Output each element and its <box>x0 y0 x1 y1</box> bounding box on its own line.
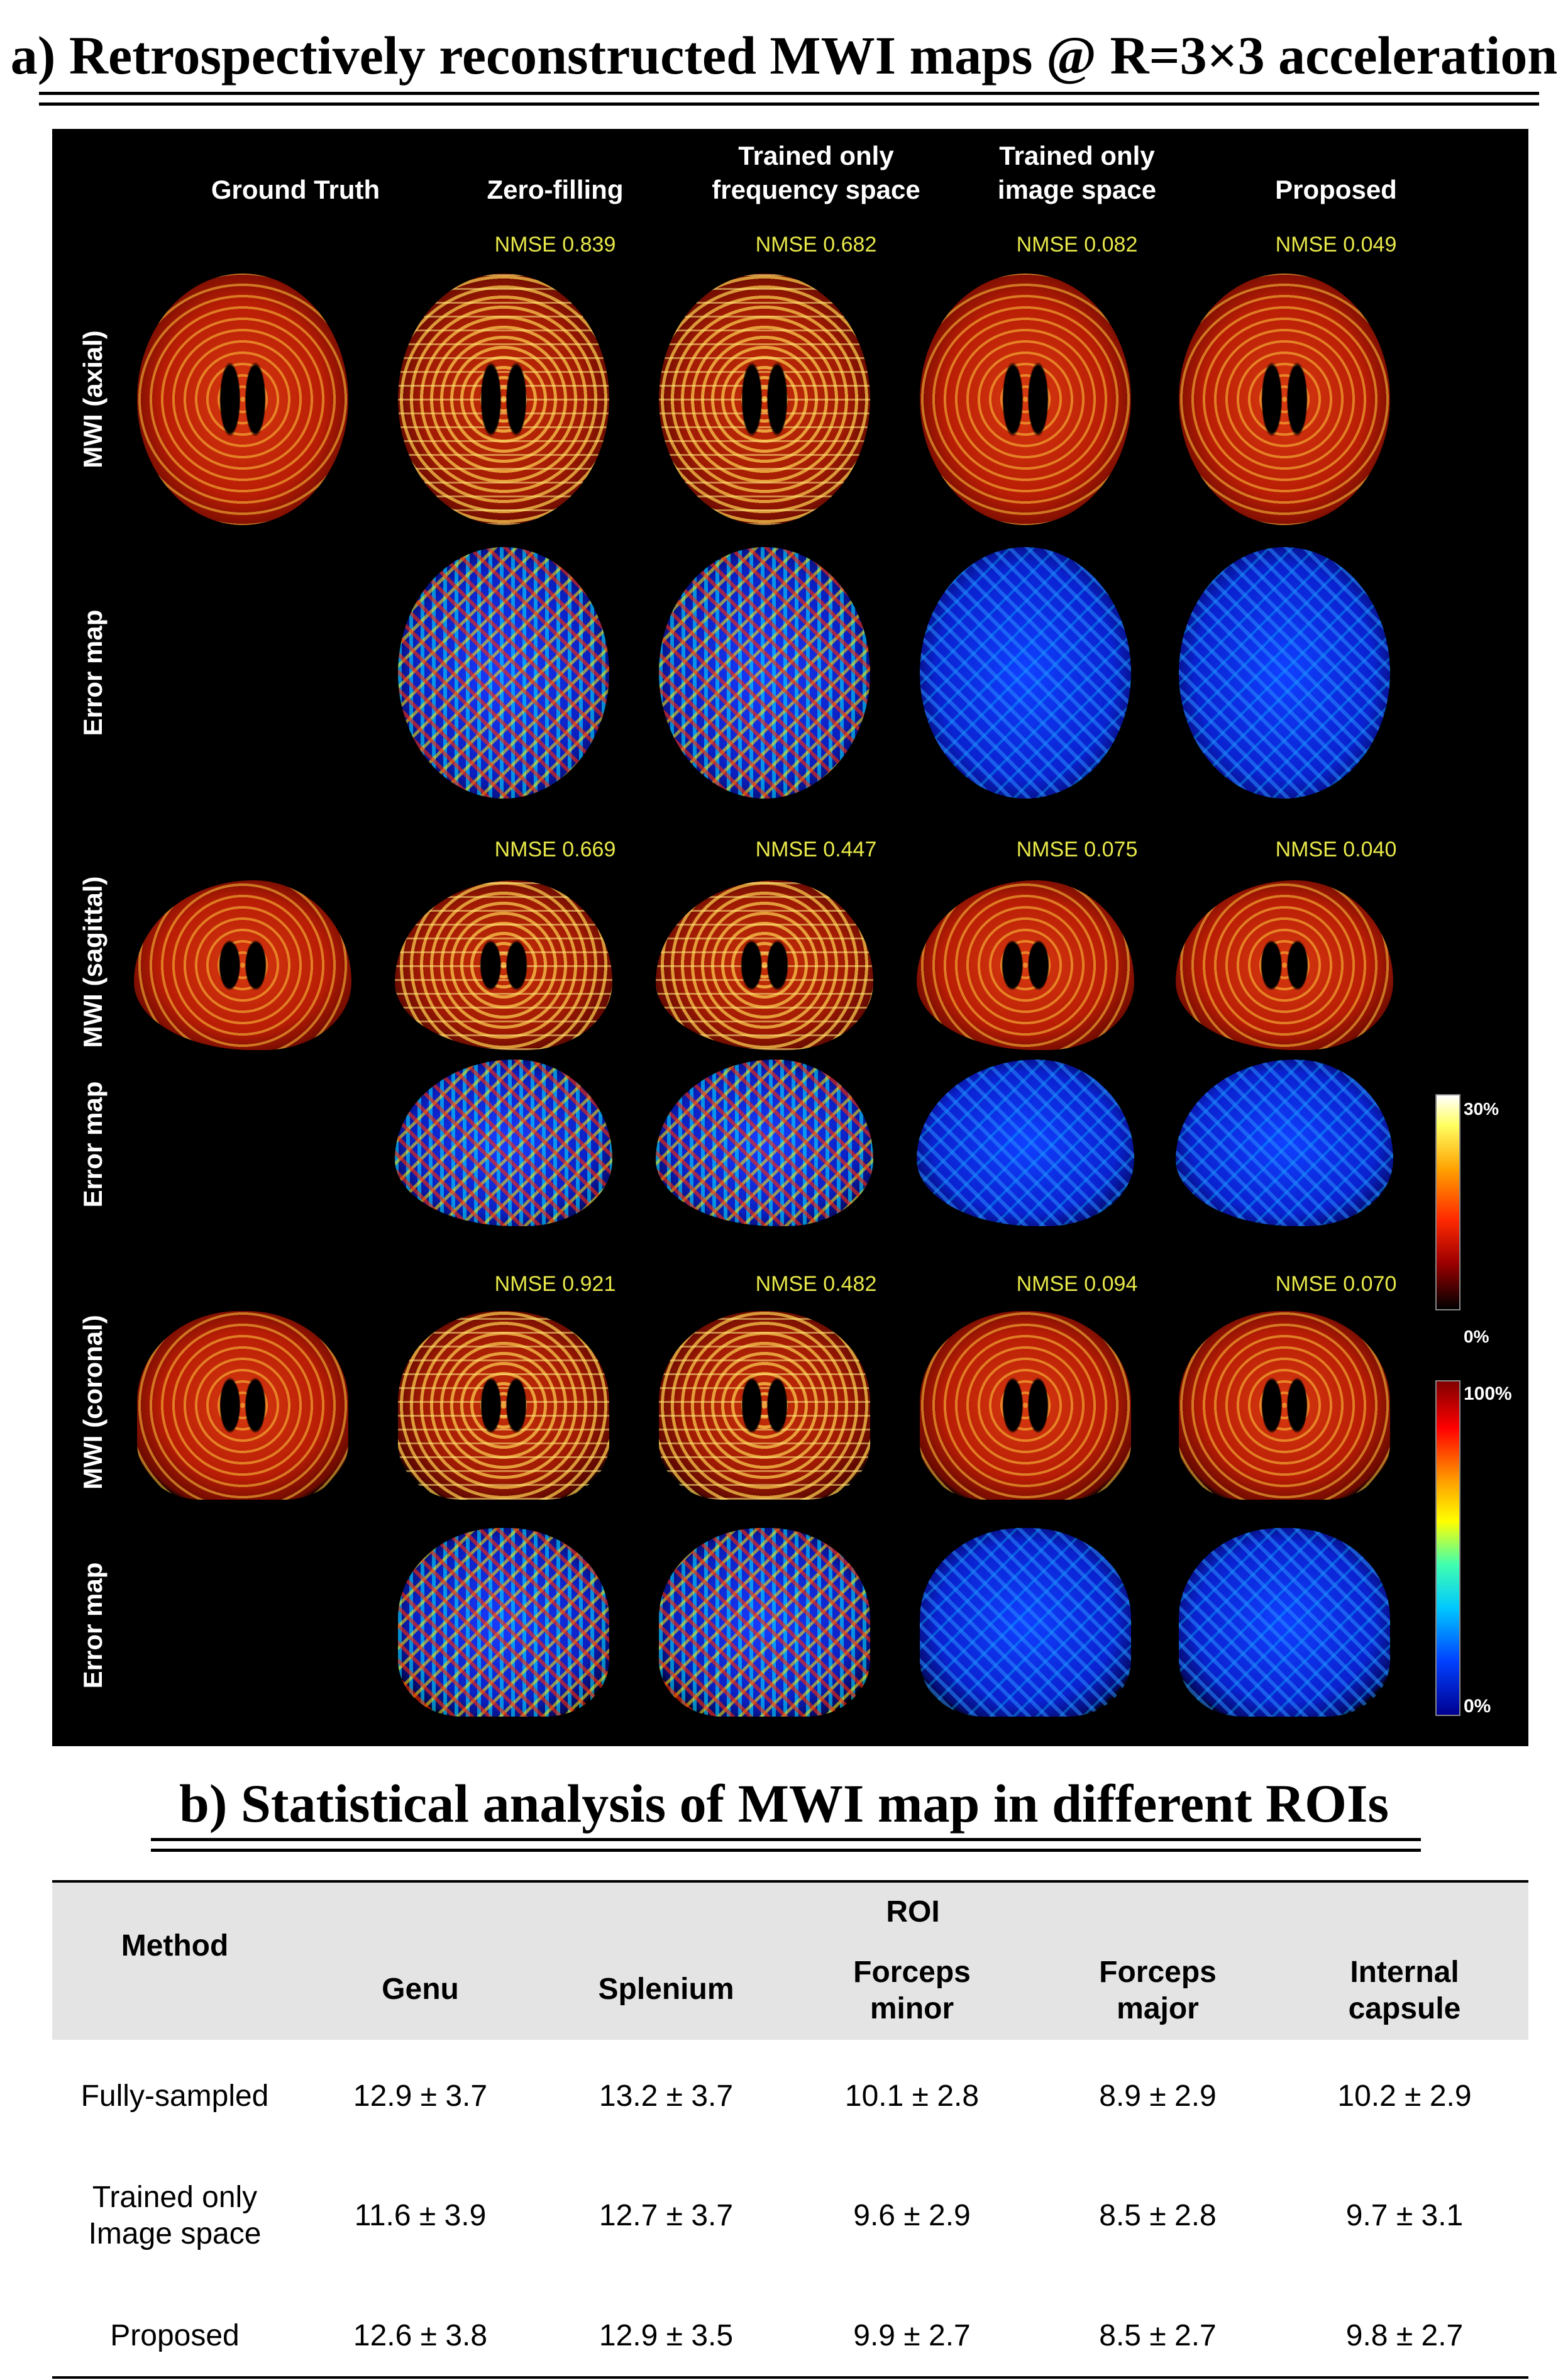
row-method: Trained only Image space <box>88 2181 262 2250</box>
mwi-coronal-zero-filling <box>398 1311 609 1500</box>
table-cell: 9.9 ± 2.7 <box>853 2319 971 2352</box>
col-header-ground-truth: Ground Truth <box>211 175 380 204</box>
table-cell: 10.2 ± 2.9 <box>1337 2079 1472 2113</box>
row-method: Fully-sampled <box>80 2079 269 2113</box>
mwi-sagittal-trained-image <box>917 880 1134 1050</box>
nmse-coronal-trained-image: NMSE 0.094 <box>1016 1272 1138 1296</box>
nmse-sagittal-zero-filling: NMSE 0.669 <box>494 838 616 861</box>
table-cell: 13.2 ± 3.7 <box>599 2079 734 2113</box>
row-method: Proposed <box>110 2319 240 2352</box>
nmse-coronal-zero-filling: NMSE 0.921 <box>494 1272 616 1296</box>
col-header-zero-filling: Zero-filling <box>487 175 624 204</box>
header-method: Method <box>121 1929 229 1962</box>
mwi-axial-trained-image <box>920 274 1131 525</box>
col-header-proposed: Proposed <box>1275 175 1397 204</box>
section-a-double-rule <box>39 92 1539 106</box>
mwi-axial-proposed <box>1179 274 1390 525</box>
row-label-mwi-axial: MWI (axial) <box>78 330 108 468</box>
col-header-trained-image: Trained only image space <box>997 141 1157 204</box>
table-header-band <box>52 1883 1528 2040</box>
header-roi: ROI <box>886 1895 940 1929</box>
colorbar-error-max: 100% <box>1464 1383 1512 1404</box>
table-cell: 11.6 ± 3.9 <box>354 2199 487 2232</box>
colorbar-error-min: 0% <box>1464 1696 1491 1717</box>
table-cell: 12.7 ± 3.7 <box>599 2199 734 2232</box>
table-cell: 9.7 ± 3.1 <box>1345 2199 1464 2232</box>
mwi-axial-ground-truth <box>137 274 348 525</box>
mwi-coronal-proposed <box>1179 1311 1390 1500</box>
nmse-axial-proposed: NMSE 0.049 <box>1275 233 1397 257</box>
row-label-mwi-sagittal: MWI (sagittal) <box>78 876 108 1048</box>
nmse-axial-trained-frequency: NMSE 0.682 <box>755 233 877 257</box>
header-forceps-major: Forceps major <box>1099 1956 1217 2025</box>
col-header-trained-frequency: Trained only frequency space <box>712 141 920 204</box>
table-cell: 12.9 ± 3.5 <box>599 2319 734 2352</box>
nmse-sagittal-trained-frequency: NMSE 0.447 <box>755 838 877 861</box>
table-bottom-rule <box>52 2376 1528 2379</box>
mwi-coronal-ground-truth <box>137 1311 348 1500</box>
nmse-coronal-proposed: NMSE 0.070 <box>1275 1272 1397 1296</box>
table-top-rule <box>52 1880 1528 1883</box>
header-genu: Genu <box>382 1973 459 2006</box>
row-label-error-coronal: Error map <box>78 1562 108 1689</box>
mwi-sagittal-trained-frequency <box>656 880 873 1050</box>
table-cell: 8.5 ± 2.7 <box>1099 2319 1217 2352</box>
colorbar-mwi-min: 0% <box>1464 1327 1489 1346</box>
nmse-sagittal-proposed: NMSE 0.040 <box>1275 838 1397 861</box>
error-coronal-trained-frequency <box>659 1528 870 1717</box>
section-b-title: b) Statistical analysis of MWI map in di… <box>179 1773 1389 1834</box>
table-cell: 10.1 ± 2.8 <box>844 2079 980 2113</box>
error-sagittal-proposed <box>1176 1060 1393 1226</box>
row-label-error-axial: Error map <box>78 609 108 736</box>
nmse-axial-trained-image: NMSE 0.082 <box>1016 233 1138 257</box>
colorbar-mwi <box>1435 1094 1460 1310</box>
table-cell: 9.8 ± 2.7 <box>1345 2319 1464 2352</box>
nmse-coronal-trained-frequency: NMSE 0.482 <box>755 1272 877 1296</box>
error-axial-trained-image <box>920 547 1131 799</box>
section-b-double-rule <box>151 1838 1421 1852</box>
header-splenium: Splenium <box>598 1973 734 2006</box>
mwi-sagittal-zero-filling <box>395 880 612 1050</box>
mwi-axial-trained-frequency <box>659 274 870 525</box>
mwi-axial-zero-filling <box>398 274 609 525</box>
error-sagittal-trained-image <box>917 1060 1134 1226</box>
colorbar-error <box>1435 1380 1460 1716</box>
table-cell: 9.6 ± 2.9 <box>853 2199 971 2232</box>
colorbar-mwi-max: 30% <box>1464 1099 1499 1119</box>
error-coronal-proposed <box>1179 1528 1390 1717</box>
error-coronal-trained-image <box>920 1528 1131 1717</box>
mwi-sagittal-proposed <box>1176 880 1393 1050</box>
error-sagittal-trained-frequency <box>656 1060 873 1226</box>
mwi-coronal-trained-frequency <box>659 1311 870 1500</box>
mwi-sagittal-ground-truth <box>134 880 351 1050</box>
error-axial-zero-filling <box>398 547 609 799</box>
table-cell: 12.9 ± 3.7 <box>353 2079 488 2113</box>
table-cell: 8.5 ± 2.8 <box>1099 2199 1217 2232</box>
table-cell: 8.9 ± 2.9 <box>1099 2079 1217 2113</box>
mwi-coronal-trained-image <box>920 1311 1131 1500</box>
header-forceps-minor: Forceps minor <box>853 1956 971 2025</box>
section-a-title: a) Retrospectively reconstructed MWI map… <box>10 25 1558 86</box>
nmse-sagittal-trained-image: NMSE 0.075 <box>1016 838 1138 861</box>
nmse-axial-zero-filling: NMSE 0.839 <box>494 233 616 257</box>
header-internal-capsule: Internal capsule <box>1348 1956 1461 2025</box>
mwi-figure: Ground Truth Zero-filling Trained only f… <box>52 129 1528 1746</box>
row-label-mwi-coronal: MWI (coronal) <box>78 1315 108 1490</box>
table-cell: 12.6 ± 3.8 <box>353 2319 488 2352</box>
error-sagittal-zero-filling <box>395 1060 612 1226</box>
error-axial-proposed <box>1179 547 1390 799</box>
error-coronal-zero-filling <box>398 1528 609 1717</box>
row-label-error-sagittal: Error map <box>78 1081 108 1208</box>
error-axial-trained-frequency <box>659 547 870 799</box>
